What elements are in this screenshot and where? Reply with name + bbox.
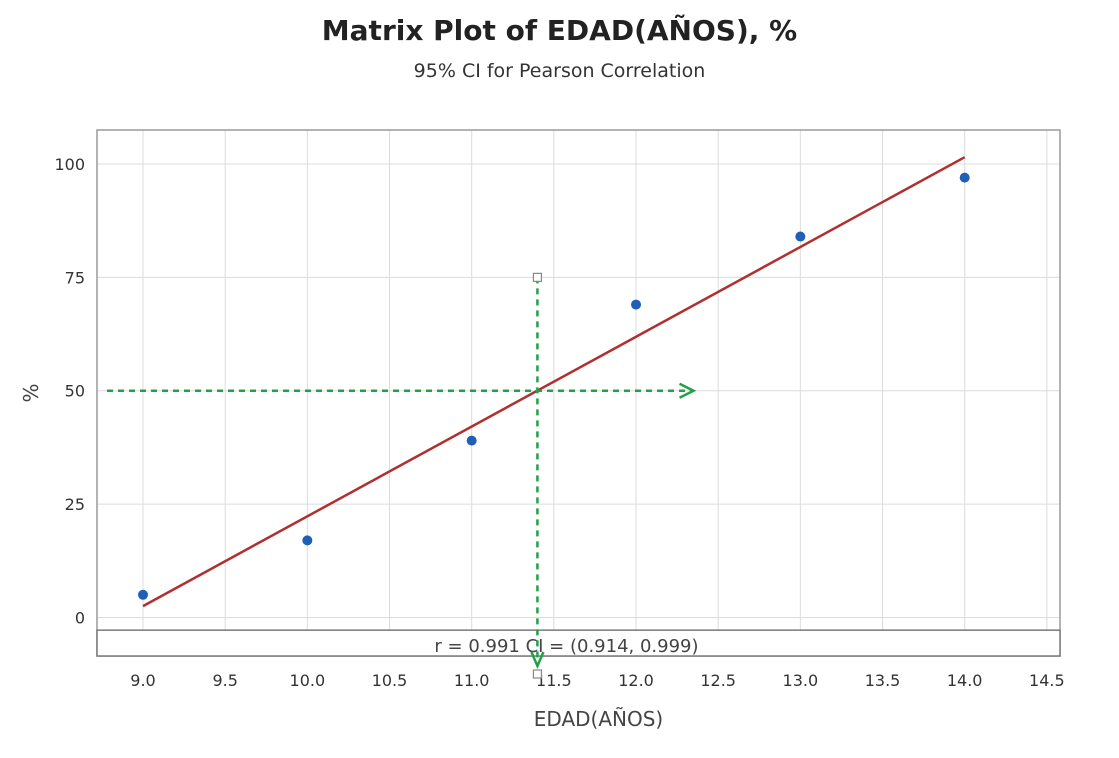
x-tick-label: 14.5 xyxy=(1029,671,1065,690)
x-tick-label: 11.5 xyxy=(536,671,572,690)
x-tick-label: 9.0 xyxy=(130,671,155,690)
data-point xyxy=(631,299,642,310)
y-tick-label: 100 xyxy=(54,155,85,174)
x-tick-label: 13.0 xyxy=(783,671,819,690)
plot-area xyxy=(97,130,1060,656)
x-tick-label: 10.5 xyxy=(372,671,408,690)
reference-arrow-right xyxy=(678,382,697,399)
y-tick-label: 0 xyxy=(75,608,85,627)
y-axis-label: % xyxy=(19,383,43,402)
data-point xyxy=(138,589,149,600)
data-point xyxy=(959,172,970,183)
data-point xyxy=(795,231,806,242)
x-tick-label: 13.5 xyxy=(865,671,901,690)
x-tick-label: 11.0 xyxy=(454,671,490,690)
correlation-annotation: r = 0.991 CI = (0.914, 0.999) xyxy=(434,636,698,657)
x-axis-label: EDAD(AÑOS) xyxy=(534,707,663,731)
chart-title: Matrix Plot of EDAD(AÑOS), % xyxy=(321,14,798,47)
x-tick-label: 9.5 xyxy=(212,671,237,690)
x-tick-label: 12.5 xyxy=(700,671,736,690)
reference-handle-bottom xyxy=(532,669,543,679)
y-tick-label: 25 xyxy=(65,495,85,514)
y-tick-label: 50 xyxy=(65,382,85,401)
fit-line xyxy=(142,156,966,608)
data-point xyxy=(302,535,313,546)
x-tick-label: 10.0 xyxy=(290,671,326,690)
x-tick-label: 12.0 xyxy=(618,671,654,690)
x-tick-label: 14.0 xyxy=(947,671,983,690)
reference-handle-top xyxy=(532,272,543,282)
y-tick-label: 75 xyxy=(65,268,85,287)
annotation-band xyxy=(96,629,1061,657)
data-point xyxy=(466,435,477,446)
reference-arrow-down xyxy=(530,651,545,670)
chart-subtitle: 95% CI for Pearson Correlation xyxy=(413,60,706,82)
